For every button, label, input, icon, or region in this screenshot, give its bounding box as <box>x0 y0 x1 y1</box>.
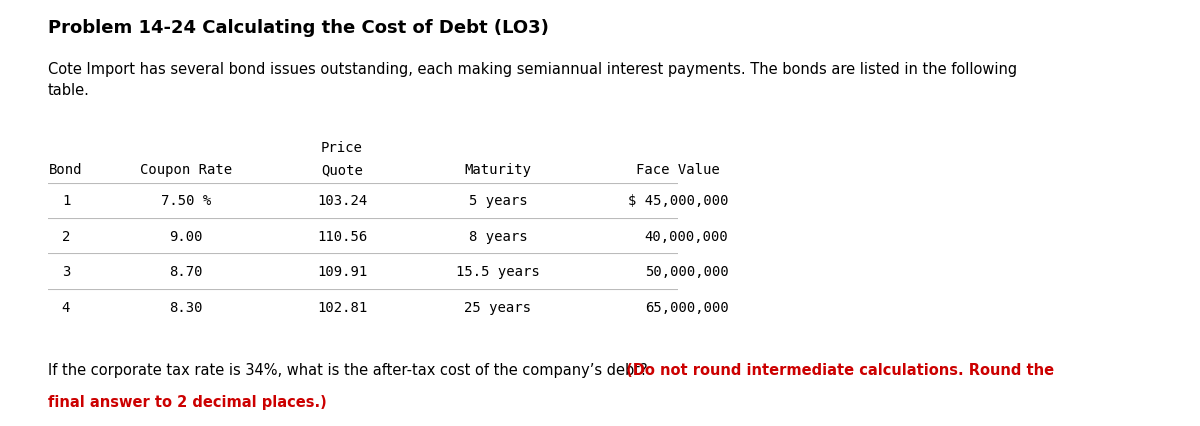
Text: Bond: Bond <box>49 162 83 176</box>
Text: 1: 1 <box>62 194 70 208</box>
Text: Problem 14-24 Calculating the Cost of Debt (LO3): Problem 14-24 Calculating the Cost of De… <box>48 19 548 37</box>
Text: 3: 3 <box>62 265 70 279</box>
Text: table.: table. <box>48 83 90 98</box>
Text: $ 45,000,000: $ 45,000,000 <box>628 194 728 208</box>
Text: 40,000,000: 40,000,000 <box>644 229 728 243</box>
Text: final answer to 2 decimal places.): final answer to 2 decimal places.) <box>48 394 326 409</box>
Text: 8.70: 8.70 <box>169 265 203 279</box>
Text: 5 years: 5 years <box>469 194 527 208</box>
Text: 25 years: 25 years <box>464 300 532 314</box>
Text: 65,000,000: 65,000,000 <box>644 300 728 314</box>
Text: Price: Price <box>322 141 362 155</box>
Text: 8.30: 8.30 <box>169 300 203 314</box>
Text: 102.81: 102.81 <box>317 300 367 314</box>
Text: 8 years: 8 years <box>469 229 527 243</box>
Text: 110.56: 110.56 <box>317 229 367 243</box>
Text: Face Value: Face Value <box>636 162 720 176</box>
Text: 109.91: 109.91 <box>317 265 367 279</box>
Text: Maturity: Maturity <box>464 162 532 176</box>
Text: 4: 4 <box>62 300 70 314</box>
Text: 103.24: 103.24 <box>317 194 367 208</box>
Text: If the corporate tax rate is 34%, what is the after-tax cost of the company’s de: If the corporate tax rate is 34%, what i… <box>48 362 648 377</box>
Text: 50,000,000: 50,000,000 <box>644 265 728 279</box>
Text: 7.50 %: 7.50 % <box>161 194 211 208</box>
Text: (Do not round intermediate calculations. Round the: (Do not round intermediate calculations.… <box>620 362 1054 377</box>
Text: 9.00: 9.00 <box>169 229 203 243</box>
Text: 15.5 years: 15.5 years <box>456 265 540 279</box>
Text: 2: 2 <box>62 229 70 243</box>
Text: Quote: Quote <box>322 162 362 176</box>
Text: Cote Import has several bond issues outstanding, each making semiannual interest: Cote Import has several bond issues outs… <box>48 62 1018 77</box>
Text: Coupon Rate: Coupon Rate <box>140 162 232 176</box>
